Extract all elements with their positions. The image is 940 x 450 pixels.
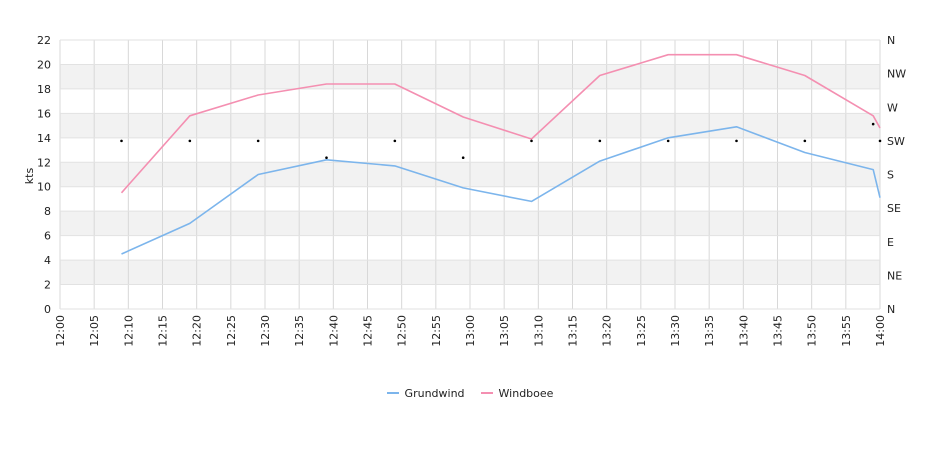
direction-points — [120, 122, 882, 159]
x-tick-label: 13:20 — [601, 315, 614, 347]
legend-swatch — [386, 392, 399, 394]
direction-point — [461, 156, 465, 159]
legend-label: Windboee — [498, 386, 554, 400]
y-tick-label: 18 — [37, 83, 51, 96]
x-tick-label: 12:55 — [430, 315, 443, 347]
x-tick-label: 12:40 — [327, 315, 340, 347]
direction-point — [120, 139, 123, 143]
direction-tick-label: SW — [887, 135, 905, 148]
x-tick-label: 13:40 — [737, 315, 750, 347]
y-tick-label: 20 — [37, 58, 51, 71]
direction-point — [530, 139, 533, 143]
y-tick-label: 6 — [44, 230, 51, 243]
direction-point — [325, 156, 328, 159]
y-tick-label: 12 — [37, 156, 51, 169]
direction-tick-label: S — [887, 169, 894, 182]
series-lines — [120, 53, 881, 255]
direction-tick-label: W — [887, 101, 898, 114]
direction-point — [878, 139, 882, 143]
vertical-gridlines — [59, 40, 881, 309]
series-line-windboee — [120, 53, 881, 194]
y-tick-label: 22 — [37, 34, 51, 47]
x-tick-label: 13:10 — [532, 315, 545, 347]
direction-tick-label: N — [887, 303, 895, 316]
y-tick-label: 8 — [44, 205, 51, 218]
x-axis-labels: 12:00 12:05 12:10 12:15 12:20 12:25 12:30 12:35… — [54, 315, 887, 347]
direction-tick-label: SE — [887, 202, 901, 215]
x-tick-label: 12:20 — [191, 315, 204, 347]
y-tick-label: 14 — [37, 132, 51, 145]
y-tick-label: 2 — [44, 279, 51, 292]
y-axis-labels: 0 2 4 6 8 10 12 14 16 18 20 22 — [37, 34, 51, 316]
legend: Grundwind Windboee — [0, 384, 940, 402]
x-tick-label: 13:00 — [464, 315, 477, 347]
direction-point — [598, 139, 602, 143]
legend-label: Grundwind — [404, 386, 465, 400]
horizontal-gridlines — [60, 39, 880, 310]
x-tick-label: 13:25 — [635, 315, 648, 347]
direction-point — [256, 139, 260, 143]
x-tick-label: 13:50 — [806, 315, 819, 347]
x-tick-label: 12:30 — [259, 315, 272, 347]
x-tick-label: 12:10 — [122, 315, 135, 347]
direction-point — [871, 122, 875, 126]
legend-swatch — [480, 392, 493, 394]
legend-item-grundwind[interactable]: Grundwind — [386, 384, 465, 402]
direction-point — [393, 139, 397, 143]
direction-point — [803, 139, 807, 143]
x-tick-label: 12:00 — [54, 315, 67, 347]
x-tick-label: 13:35 — [703, 315, 716, 347]
x-tick-label: 12:35 — [293, 315, 306, 347]
x-tick-label: 13:15 — [567, 315, 580, 347]
x-tick-label: 13:30 — [669, 315, 682, 347]
y-tick-label: 0 — [44, 303, 51, 316]
y-axis-title: kts — [23, 168, 36, 185]
x-tick-label: 13:05 — [498, 315, 511, 347]
y-tick-label: 4 — [44, 254, 51, 267]
y-tick-label: 10 — [37, 181, 51, 194]
direction-tick-label: NE — [887, 269, 902, 282]
x-tick-label: 13:45 — [772, 315, 785, 347]
y-tick-label: 16 — [37, 107, 51, 120]
direction-axis-labels: N NE E SE S SW W NW N — [887, 34, 906, 316]
direction-tick-label: N — [887, 34, 895, 47]
x-tick-label: 12:25 — [225, 315, 238, 347]
x-tick-label: 14:00 — [874, 315, 887, 347]
direction-tick-label: E — [887, 236, 894, 249]
x-tick-label: 12:05 — [88, 315, 101, 347]
x-tick-label: 13:55 — [840, 315, 853, 347]
direction-point — [188, 139, 192, 143]
x-tick-label: 12:45 — [362, 315, 375, 347]
x-tick-label: 12:50 — [396, 315, 409, 347]
direction-point — [735, 139, 738, 143]
legend-item-windboee[interactable]: Windboee — [480, 384, 554, 402]
direction-tick-label: NW — [887, 68, 906, 81]
x-tick-label: 12:15 — [157, 315, 170, 347]
direction-point — [666, 139, 670, 143]
series-line-grundwind — [121, 126, 881, 255]
